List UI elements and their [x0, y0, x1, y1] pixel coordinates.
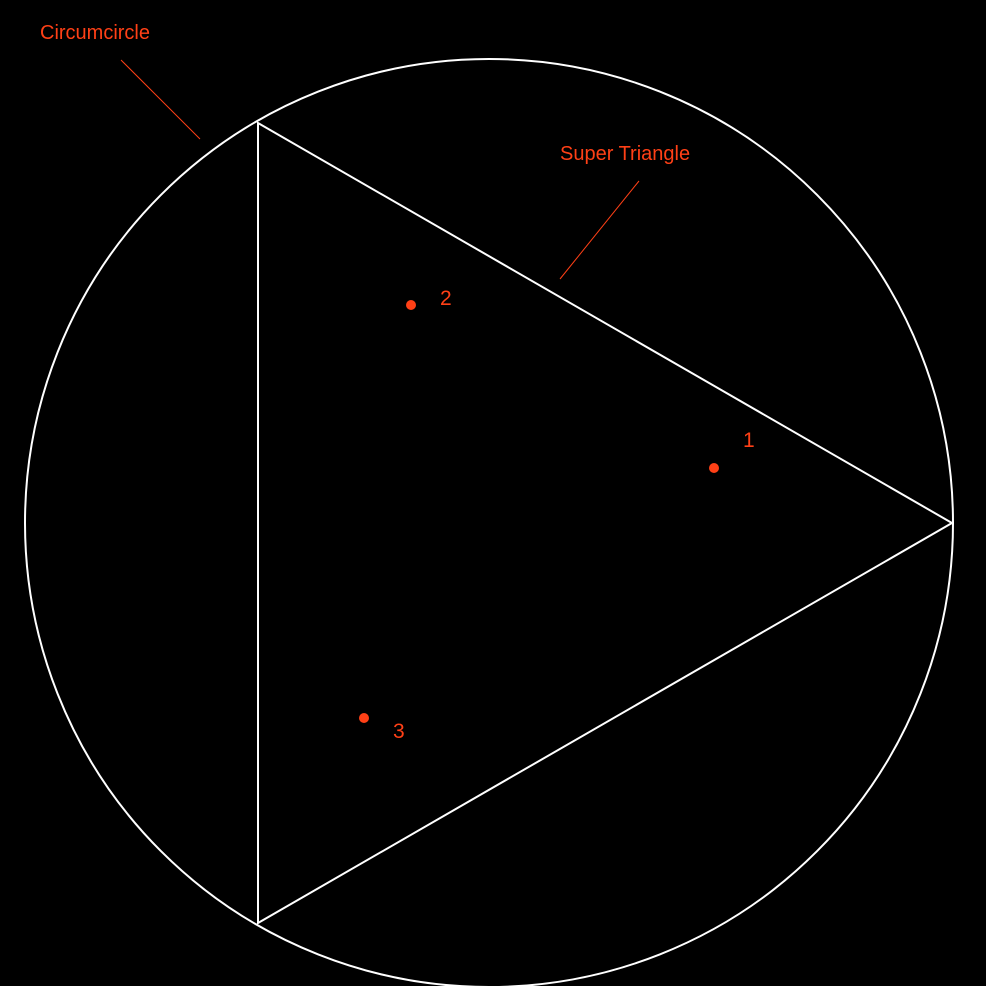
circumcircle-leader-line: [120, 59, 201, 140]
point-1-marker: [709, 463, 719, 473]
super-triangle-leader-line: [559, 180, 640, 280]
circumcircle-label: Circumcircle: [40, 22, 150, 44]
super-triangle: [257, 121, 955, 925]
point-3-marker: [359, 713, 369, 723]
point-3-label: 3: [393, 720, 405, 743]
super-triangle-label: Super Triangle: [560, 143, 690, 165]
point-2-marker: [406, 300, 416, 310]
point-1-label: 1: [743, 429, 755, 452]
point-2-label: 2: [440, 287, 452, 310]
